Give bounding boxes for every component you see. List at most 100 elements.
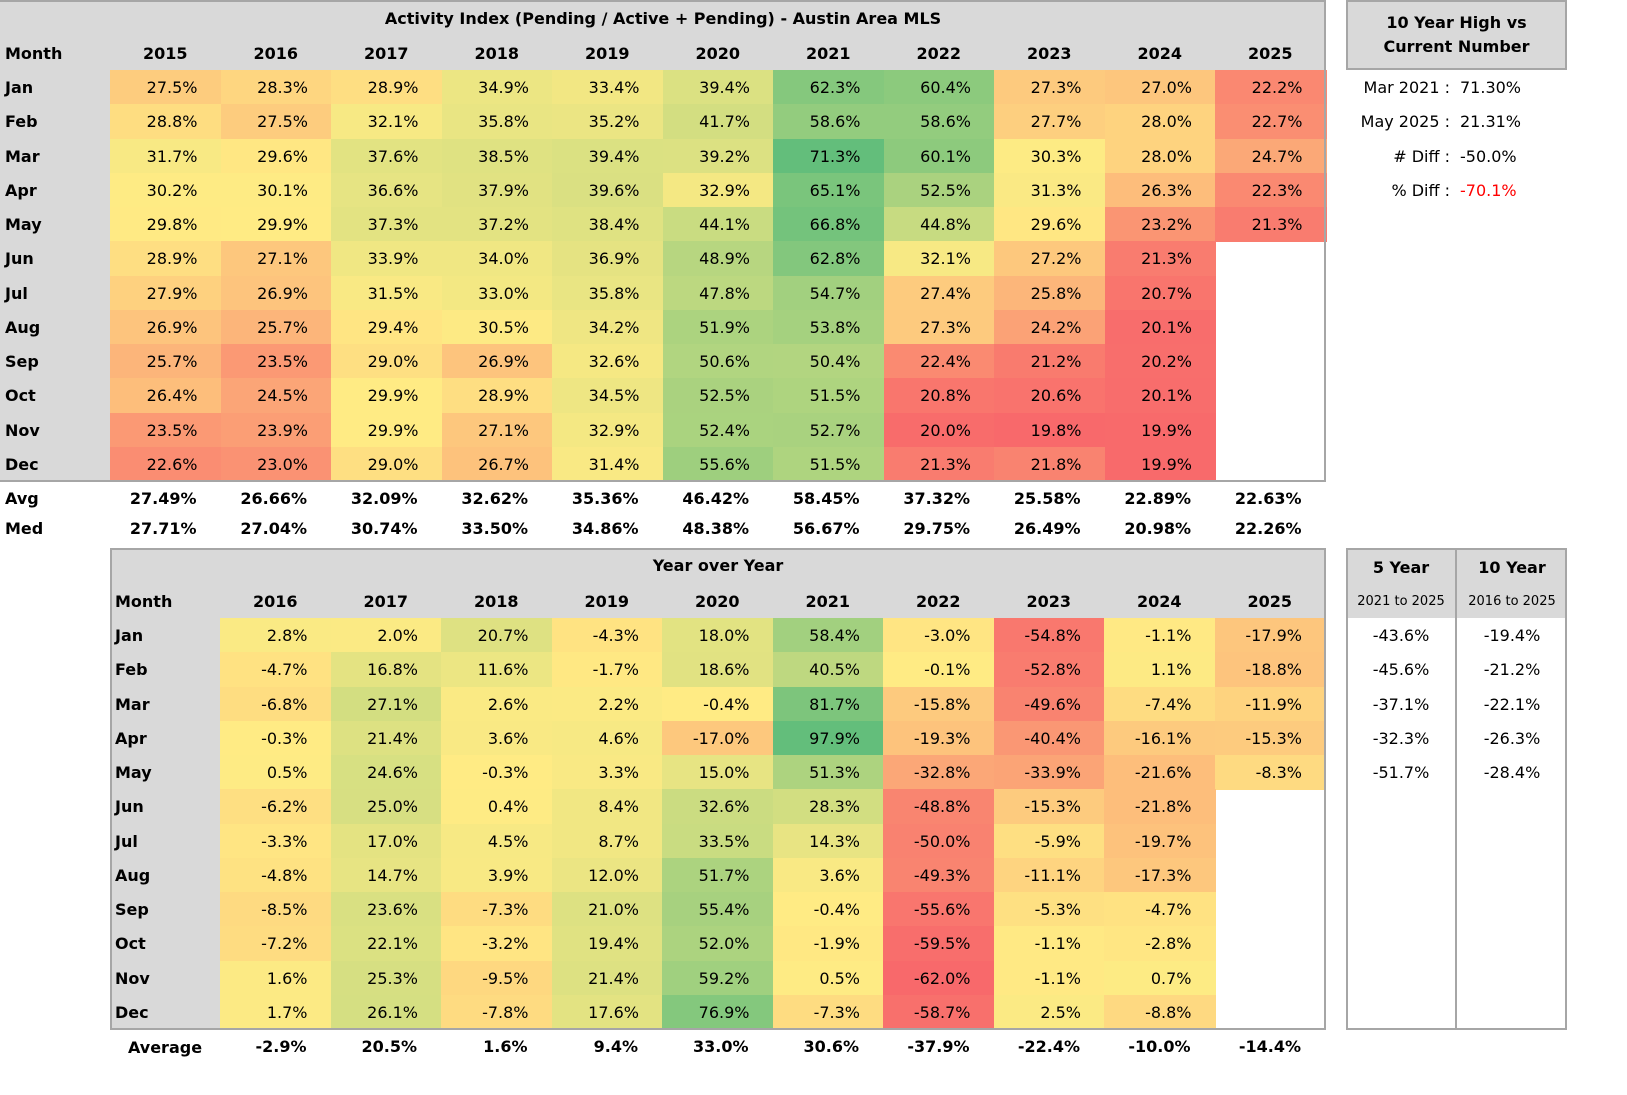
yoy-cell: -7.3% bbox=[441, 892, 553, 928]
yoy-cell: 11.6% bbox=[441, 652, 553, 688]
high-vs-current-value: -70.1% bbox=[1460, 180, 1517, 200]
activity-cell: 25.7% bbox=[110, 344, 222, 380]
yoy-cell: -33.9% bbox=[993, 755, 1105, 791]
activity-cell: 20.1% bbox=[1104, 309, 1216, 345]
yoy-year-header: 2021 bbox=[805, 592, 851, 611]
activity-cell: 51.5% bbox=[773, 378, 885, 414]
high-vs-current-value: 71.30% bbox=[1460, 78, 1522, 97]
high-vs-current-label: Mar 2021 : bbox=[1363, 78, 1450, 97]
yoy-year-header: 2019 bbox=[584, 592, 630, 611]
activity-month-label: Jun bbox=[5, 249, 34, 269]
yoy-cell: 97.9% bbox=[772, 720, 884, 756]
yoy-cell: -54.8% bbox=[993, 618, 1105, 654]
activity-cell: 30.3% bbox=[994, 138, 1106, 174]
activity-med-value: 26.49% bbox=[1013, 519, 1081, 538]
yoy-cell: 17.6% bbox=[551, 994, 663, 1030]
activity-cell: 37.9% bbox=[441, 172, 553, 208]
activity-cell: 29.6% bbox=[220, 138, 332, 174]
high-vs-current-value: -50.0% bbox=[1460, 146, 1517, 166]
yoy-cell: 51.3% bbox=[772, 755, 884, 791]
yoy-year-header: 2016 bbox=[252, 592, 298, 611]
yoy-cell: 4.6% bbox=[551, 720, 663, 756]
activity-cell: 20.7% bbox=[1104, 275, 1216, 311]
high-vs-current-label: # Diff : bbox=[1393, 146, 1450, 166]
yoy-month-label: Jul bbox=[115, 831, 138, 851]
yoy-cell: -0.3% bbox=[220, 720, 332, 756]
yoy-cell: 25.0% bbox=[330, 789, 442, 825]
yoy-cell: -7.8% bbox=[441, 994, 553, 1030]
yoy-cell: -0.4% bbox=[772, 892, 884, 928]
activity-cell: 33.0% bbox=[441, 275, 553, 311]
activity-cell: 39.4% bbox=[662, 70, 774, 106]
activity-cell: 27.9% bbox=[110, 275, 222, 311]
yoy-cell: -17.3% bbox=[1104, 857, 1216, 893]
activity-cell: 20.0% bbox=[883, 412, 995, 448]
yoy-average-value: -2.9% bbox=[255, 1037, 307, 1056]
activity-cell: 25.7% bbox=[220, 309, 332, 345]
yoy-cell: 52.0% bbox=[662, 926, 774, 962]
activity-cell: 23.2% bbox=[1104, 207, 1216, 243]
yoy-cell: 2.2% bbox=[551, 686, 663, 722]
activity-cell: 21.3% bbox=[883, 446, 995, 482]
activity-month-label: Nov bbox=[5, 420, 40, 440]
yoy-cell: -49.3% bbox=[883, 857, 995, 893]
activity-cell: 28.0% bbox=[1104, 104, 1216, 140]
activity-cell: 22.2% bbox=[1215, 70, 1327, 106]
activity-cell: 24.5% bbox=[220, 378, 332, 414]
yoy-cell: -58.7% bbox=[883, 994, 995, 1030]
yoy-cell: -5.9% bbox=[993, 823, 1105, 859]
high-vs-current-header bbox=[1346, 0, 1567, 70]
yoy-month-label: Jun bbox=[115, 797, 144, 817]
yoy-cell: -9.5% bbox=[441, 960, 553, 996]
yoy-cell: 26.1% bbox=[330, 994, 442, 1030]
yoy-cell: 24.6% bbox=[330, 755, 442, 791]
yoy-cell: 28.3% bbox=[772, 789, 884, 825]
activity-cell: 31.7% bbox=[110, 138, 222, 174]
activity-cell: 37.3% bbox=[331, 207, 443, 243]
yoy-cell: -15.3% bbox=[1214, 720, 1326, 756]
yoy-cell: 22.1% bbox=[330, 926, 442, 962]
yoy-cell: 3.6% bbox=[772, 857, 884, 893]
yoy-cell: -0.3% bbox=[441, 755, 553, 791]
yoy-cell: 16.8% bbox=[330, 652, 442, 688]
activity-med-value: 48.38% bbox=[682, 519, 749, 538]
activity-year-header: 2015 bbox=[142, 44, 188, 63]
yoy-cell: 8.4% bbox=[551, 789, 663, 825]
activity-cell: 52.4% bbox=[662, 412, 774, 448]
yoy-cell: -1.1% bbox=[1104, 618, 1216, 654]
activity-cell: 32.6% bbox=[552, 344, 664, 380]
yoy-cell: 0.5% bbox=[772, 960, 884, 996]
yoy-average-value: 30.6% bbox=[803, 1037, 859, 1056]
yoy-cell: 1.7% bbox=[220, 994, 332, 1030]
activity-cell: 28.9% bbox=[441, 378, 553, 414]
activity-cell: 35.8% bbox=[552, 275, 664, 311]
activity-year-header: 2016 bbox=[253, 44, 299, 63]
yoy-cell: -1.1% bbox=[993, 960, 1105, 996]
yoy-cell: 19.4% bbox=[551, 926, 663, 962]
yoy-cell: 27.1% bbox=[330, 686, 442, 722]
activity-cell: 31.3% bbox=[994, 172, 1106, 208]
yoy-year-header: 2018 bbox=[473, 592, 519, 611]
yoy-cell: -6.8% bbox=[220, 686, 332, 722]
activity-cell: 60.4% bbox=[883, 70, 995, 106]
yoy-cell: 59.2% bbox=[662, 960, 774, 996]
activity-cell: 48.9% bbox=[662, 241, 774, 277]
yoy-cell: -2.8% bbox=[1104, 926, 1216, 962]
activity-med-value: 33.50% bbox=[461, 519, 528, 538]
activity-cell: 19.8% bbox=[994, 412, 1106, 448]
yoy-month-label: Nov bbox=[115, 968, 150, 988]
activity-cell: 39.2% bbox=[662, 138, 774, 174]
activity-month-header: Month bbox=[5, 44, 63, 63]
activity-cell: 31.4% bbox=[552, 446, 664, 482]
activity-cell: 35.2% bbox=[552, 104, 664, 140]
yoy-month-header: Month bbox=[115, 592, 173, 611]
yoy-cell: -55.6% bbox=[883, 892, 995, 928]
high-vs-current-value: 21.31% bbox=[1460, 112, 1522, 132]
activity-cell: 30.2% bbox=[110, 172, 222, 208]
activity-avg-value: 32.62% bbox=[461, 489, 528, 508]
yoy-cell: -59.5% bbox=[883, 926, 995, 962]
yoy-cell: -15.3% bbox=[993, 789, 1105, 825]
yoy-cell: -3.2% bbox=[441, 926, 553, 962]
activity-med-value: 34.86% bbox=[571, 519, 639, 538]
yoy-cell: -3.3% bbox=[220, 823, 332, 859]
